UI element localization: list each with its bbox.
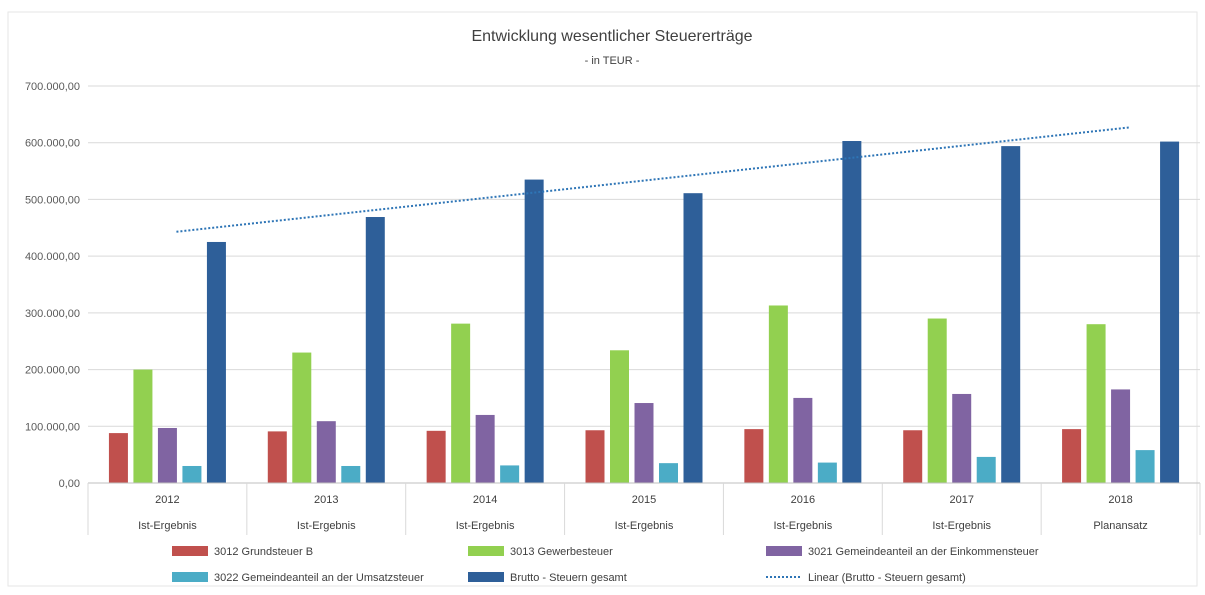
y-axis: 0,00 100.000,00 200.000,00 300.000,00 400.00…	[25, 81, 80, 490]
x-subcategory-label: Ist-Ergebnis	[774, 520, 833, 532]
bar	[341, 465, 361, 483]
x-subcategory-label: Ist-Ergebnis	[615, 520, 674, 532]
bar	[157, 427, 177, 483]
bar	[206, 241, 226, 483]
bar	[365, 217, 385, 483]
y-tick-label: 200.000,00	[25, 365, 80, 377]
x-subcategory-label: Ist-Ergebnis	[932, 520, 991, 532]
bar	[610, 350, 629, 483]
legend-label: 3012 Grundsteuer B	[214, 546, 313, 558]
bar	[451, 323, 471, 483]
chart-subtitle: - in TEUR -	[585, 55, 640, 67]
bar	[1086, 324, 1106, 483]
y-tick-label: 100.000,00	[25, 421, 80, 433]
bar	[1001, 146, 1021, 484]
bar	[133, 369, 153, 483]
x-subcategory-label: Ist-Ergebnis	[138, 520, 197, 532]
y-tick-label: 700.000,00	[25, 81, 80, 93]
x-subcategory-label: Planansatz	[1093, 520, 1147, 532]
x-subcategory-label: Ist-Ergebnis	[297, 520, 356, 532]
legend-swatch	[172, 572, 208, 582]
legend-label: 3022 Gemeindeanteil an der Umsatzsteuer	[214, 572, 424, 584]
bar	[585, 430, 605, 483]
bar	[108, 433, 128, 483]
x-tick-label: 2016	[791, 494, 815, 506]
x-tick-label: 2015	[632, 494, 656, 506]
bar	[182, 465, 202, 483]
legend-label: 3013 Gewerbesteuer	[510, 546, 613, 558]
legend-label: Linear (Brutto - Steuern gesamt)	[808, 572, 966, 584]
x-tick-label: 2018	[1108, 494, 1132, 506]
bar	[842, 141, 862, 483]
legend-label: Brutto - Steuern gesamt	[510, 572, 627, 584]
bar	[793, 397, 813, 483]
bar	[659, 463, 678, 483]
bar	[475, 414, 495, 483]
x-tick-label: 2017	[949, 494, 973, 506]
bar	[634, 403, 654, 483]
chart-border	[7, 11, 1198, 587]
legend-swatch	[468, 546, 504, 556]
x-axis: 2012 Ist-Ergebnis 2013 Ist-Ergebnis 2014 Ist-…	[87, 482, 1201, 535]
bar	[952, 393, 972, 483]
chart-title: Entwicklung wesentlicher Steuererträge	[471, 28, 752, 45]
x-tick-label: 2014	[473, 494, 497, 506]
bar	[426, 430, 446, 483]
bar	[1111, 389, 1131, 483]
legend-swatch	[172, 546, 208, 556]
y-tick-label: 500.000,00	[25, 194, 80, 206]
legend-label: 3021 Gemeindeanteil an der Einkommensteu…	[808, 546, 1039, 558]
bar	[768, 305, 788, 483]
bar	[744, 429, 764, 483]
bar	[500, 465, 520, 483]
bar	[683, 193, 703, 483]
x-tick-label: 2012	[155, 494, 179, 506]
bars	[108, 141, 1180, 484]
bar	[817, 462, 837, 483]
y-tick-label: 600.000,00	[25, 138, 80, 150]
x-tick-label: 2013	[314, 494, 338, 506]
bar	[927, 318, 947, 483]
bar	[1160, 141, 1180, 483]
y-tick-label: 0,00	[59, 478, 80, 490]
bar	[316, 421, 336, 483]
x-subcategory-label: Ist-Ergebnis	[456, 520, 515, 532]
legend-swatch	[468, 572, 504, 582]
legend-swatch	[766, 546, 802, 556]
bar	[976, 456, 996, 483]
y-tick-label: 400.000,00	[25, 251, 80, 263]
bar	[903, 430, 923, 483]
bar	[267, 431, 287, 483]
y-tick-label: 300.000,00	[25, 308, 80, 320]
bar	[524, 179, 544, 484]
legend: 3012 Grundsteuer B 3013 Gewerbesteuer 3021…	[172, 546, 1039, 584]
bar	[1062, 429, 1082, 483]
bar	[1135, 450, 1155, 483]
bar	[292, 352, 312, 483]
